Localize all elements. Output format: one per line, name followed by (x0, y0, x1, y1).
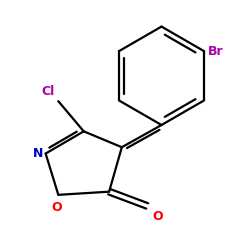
Text: Cl: Cl (41, 85, 54, 98)
Text: N: N (33, 147, 43, 160)
Text: O: O (152, 210, 162, 223)
Text: O: O (52, 201, 62, 214)
Text: Br: Br (208, 45, 224, 58)
